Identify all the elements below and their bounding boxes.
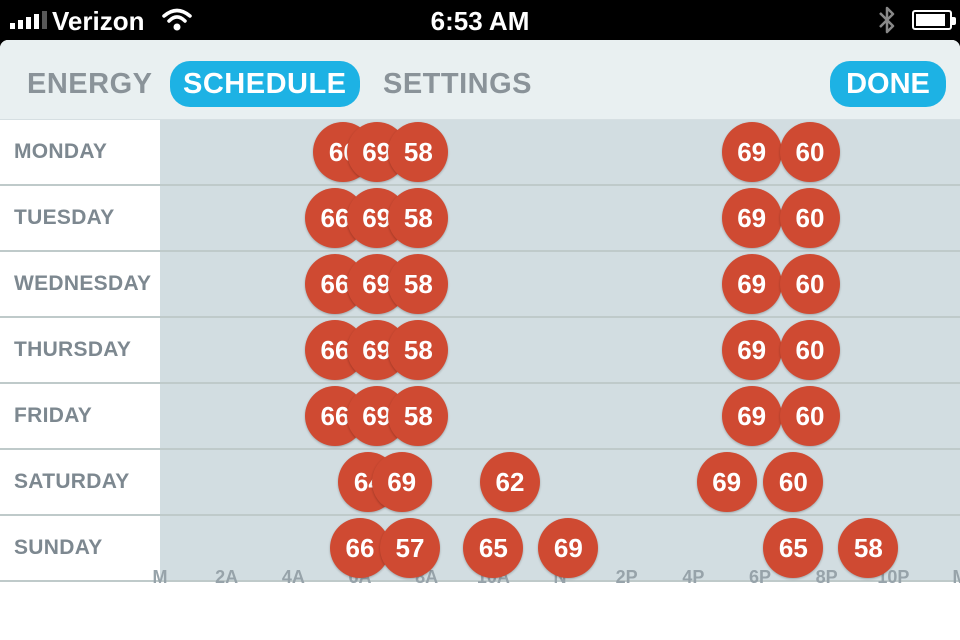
- setpoint-marker[interactable]: 58: [388, 320, 449, 380]
- setpoint-marker[interactable]: 60: [780, 320, 840, 380]
- setpoint-marker[interactable]: 69: [721, 386, 782, 446]
- setpoint-marker[interactable]: 58: [388, 386, 449, 446]
- time-axis-tick: M: [152, 567, 168, 587]
- tab-schedule[interactable]: SCHEDULE: [170, 61, 360, 107]
- status-bar: Verizon 6:53 AM: [0, 0, 960, 40]
- time-axis-tick: 2P: [615, 567, 638, 587]
- day-row-saturday: SATURDAY: [0, 450, 960, 516]
- day-timeline[interactable]: [160, 186, 960, 250]
- setpoint-marker[interactable]: 69: [721, 320, 782, 380]
- status-time: 6:53 AM: [430, 6, 530, 36]
- day-label: WEDNESDAY: [0, 252, 160, 316]
- time-axis-tick: 8P: [815, 567, 838, 587]
- setpoint-marker[interactable]: 60: [780, 254, 840, 314]
- setpoint-marker[interactable]: 58: [388, 122, 449, 182]
- day-label: SATURDAY: [0, 450, 160, 514]
- setpoint-marker[interactable]: 62: [480, 452, 540, 512]
- setpoint-marker[interactable]: 69: [538, 518, 599, 578]
- setpoint-marker[interactable]: 69: [371, 452, 432, 512]
- time-axis-tick: M: [953, 567, 960, 588]
- bluetooth-icon: [876, 5, 898, 40]
- setpoint-marker[interactable]: 60: [780, 188, 840, 248]
- setpoint-marker[interactable]: 69: [721, 122, 782, 182]
- time-axis-tick: 4A: [281, 567, 305, 587]
- battery-icon: [912, 10, 956, 30]
- time-axis-tick: 4P: [682, 567, 705, 587]
- day-timeline[interactable]: [160, 120, 960, 184]
- carrier-name: Verizon: [52, 6, 145, 36]
- done-button[interactable]: DONE: [830, 61, 946, 107]
- setpoint-marker[interactable]: 65: [763, 518, 824, 578]
- tab-energy[interactable]: ENERGY: [27, 68, 153, 100]
- day-label: MONDAY: [0, 120, 160, 184]
- setpoint-marker[interactable]: 60: [780, 122, 840, 182]
- day-timeline[interactable]: [160, 384, 960, 448]
- day-label: TUESDAY: [0, 186, 160, 250]
- time-axis-tick: 6P: [748, 567, 772, 587]
- setpoint-marker[interactable]: 65: [463, 518, 524, 578]
- day-label: SUNDAY: [0, 516, 160, 580]
- setpoint-marker[interactable]: 58: [388, 254, 449, 314]
- tab-settings[interactable]: SETTINGS: [383, 68, 533, 100]
- setpoint-marker[interactable]: 69: [721, 254, 782, 314]
- day-timeline[interactable]: [160, 450, 960, 514]
- day-timeline[interactable]: [160, 318, 960, 382]
- signal-bars-icon: [10, 11, 47, 29]
- setpoint-marker[interactable]: 58: [388, 188, 449, 248]
- setpoint-marker[interactable]: 69: [721, 188, 782, 248]
- setpoint-marker[interactable]: 69: [696, 452, 757, 512]
- thermostat-app: ENERGY SCHEDULE SETTINGS DONE MONDAY 66 69…: [0, 40, 960, 640]
- setpoint-marker[interactable]: 60: [763, 452, 824, 512]
- top-navigation: ENERGY SCHEDULE SETTINGS DONE: [0, 40, 960, 120]
- day-timeline[interactable]: [160, 252, 960, 316]
- setpoint-marker[interactable]: 58: [838, 518, 899, 578]
- day-label: THURSDAY: [0, 318, 160, 382]
- setpoint-marker[interactable]: 60: [780, 386, 840, 446]
- time-axis-tick: 2A: [215, 567, 239, 587]
- wifi-icon: [162, 8, 192, 37]
- setpoint-marker[interactable]: 57: [380, 518, 440, 578]
- day-label: FRIDAY: [0, 384, 160, 448]
